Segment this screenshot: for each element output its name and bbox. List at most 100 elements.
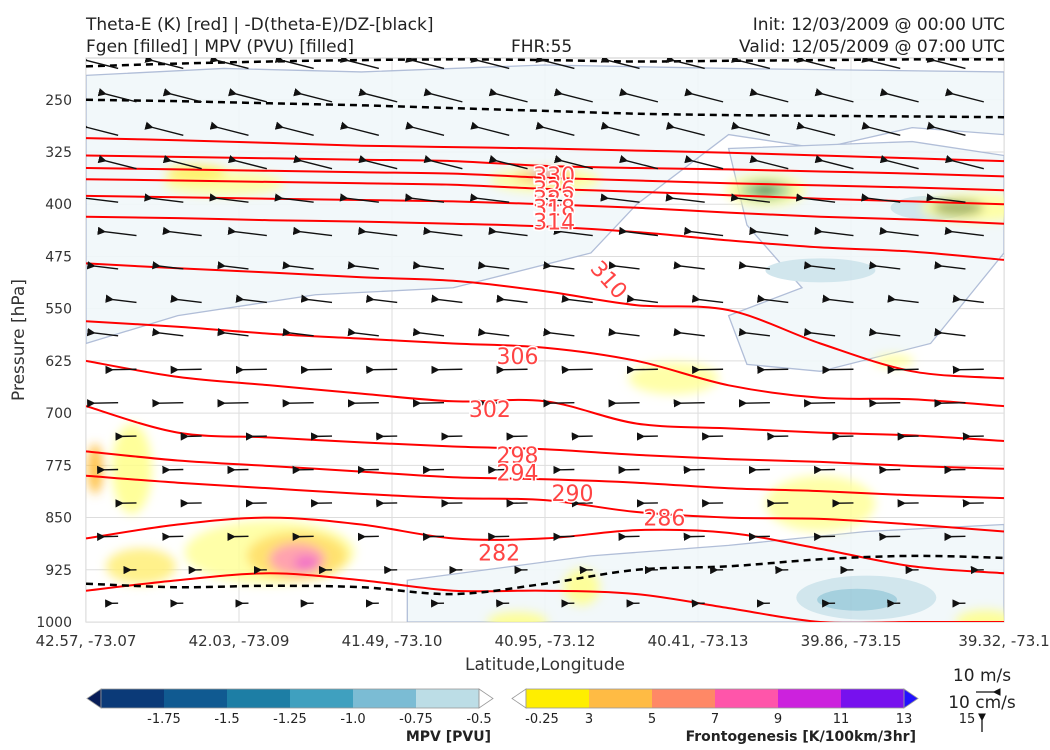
colorbar-segment [101,689,165,708]
wind-vector [683,226,724,237]
wind-vector [926,58,966,70]
wind-vector [665,193,705,203]
contour-label: 302 [469,398,511,423]
fgen-colorbar-title: Frontogenesis [K/100km/3hr] [686,729,916,745]
wind-vector [274,121,314,136]
colorbar-tick-label: -1.5 [214,712,239,727]
y-tick-label: 1000 [36,615,72,631]
wind-vector [423,88,463,103]
wind-vector [543,327,575,337]
wind-vector [412,261,445,270]
wind-key: 10 m/s 10 cm/s [948,666,1016,732]
wind-vector [868,261,901,270]
wind-vector [469,193,510,203]
theta-e-contour [86,154,1004,178]
wind-vector [405,121,445,136]
theta-e-contour [86,215,1004,261]
colorbar-segment [526,689,590,708]
theta-e-contour [86,194,1004,225]
wind-vectors [86,58,984,608]
wind-vector [553,154,593,170]
colorbar-tick-label: -0.5 [466,712,491,727]
stability-contour [86,58,1004,68]
wind-vector [535,193,575,203]
wind-vector [423,226,463,237]
wind-vector [944,88,984,103]
wind-vector [488,88,528,103]
wind-vector [293,154,333,170]
wind-vector [340,121,380,136]
wind-vector [477,327,510,337]
wind-vector [934,261,966,270]
forecast-hour: FHR:55 [511,37,573,57]
wind-vector [684,88,724,103]
colorbar-tick-label: 11 [833,712,850,727]
contour-label: 306 [496,345,538,370]
wind-vector [404,193,445,203]
wind-vector [97,154,137,170]
wind-vector [347,327,379,337]
stability-contour [86,554,1004,596]
fgen-blob [111,423,152,514]
wind-vector [868,327,901,337]
colorbar-segment [715,689,779,708]
wind-vector [749,88,789,103]
theta-e-contour [86,178,1004,206]
wind-vector [887,294,919,304]
contour-label: 318 [533,197,575,222]
wind-vector [673,261,705,270]
colorbar-tick-label: -1.75 [147,712,181,727]
wind-vector [944,154,984,170]
fgen-blob [106,548,177,585]
colorbar-tick-label: 3 [585,712,593,727]
wind-vector [749,154,789,170]
theta-e-contour [86,450,1004,500]
wind-vector [470,58,510,70]
valid-time: Valid: 12/05/2009 @ 07:00 UTC [739,37,1005,57]
wind-vector [274,193,314,203]
wind-vector [228,154,268,170]
wind-vector [600,121,640,136]
wind-vector [796,121,836,136]
colorbar-extend-max [478,688,494,709]
y-tick-label: 325 [45,145,72,161]
wind-vector [795,193,836,203]
mpv-blob [817,588,898,611]
wind-vector [488,154,528,170]
fgen-blob [628,362,719,395]
wind-vector [934,327,966,337]
wind-vector [235,294,267,304]
wind-vector [561,294,593,304]
colorbar-tick-label: -0.25 [525,712,559,727]
colorbar-tick-label: 5 [648,712,656,727]
wind-vector [97,88,137,103]
stability-contour [86,98,1004,119]
theta-e-contour [86,516,1004,575]
wind-vector [227,226,267,237]
wind-vector [209,58,249,70]
wind-vector [738,261,770,270]
wind-vector [300,294,333,304]
stability-contours [86,58,1004,596]
x-axis-label: Latitude,Longitude [465,655,625,675]
y-tick-label: 925 [45,563,72,579]
y-tick-label: 250 [45,93,72,109]
contour-label: 286 [643,507,685,532]
wind-vector [619,154,659,170]
wind-vector [228,88,268,103]
wind-vector [477,261,510,270]
contour-label: 290 [552,482,594,507]
colorbar-extend-min [86,688,102,709]
contour-label: 330 [533,164,575,189]
mpv-colorbar: -1.75 -1.5 -1.25 -1.0 -0.75 -0.5 -0.25 MPV [PVU… [86,688,559,745]
wind-vector [86,121,119,136]
wind-vector [209,121,249,136]
wind-vector [152,327,184,337]
wind-vector [339,193,379,203]
y-tick-label: 775 [45,458,72,474]
contour-label: 326 [533,178,575,203]
wind-vector [358,88,398,103]
y-axis-label: Pressure [hPa] [9,279,29,401]
